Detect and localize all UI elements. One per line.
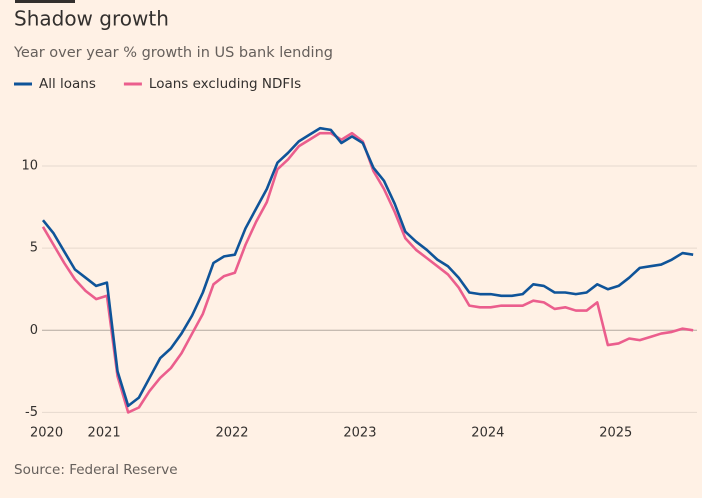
legend-label: All loans [39,76,96,92]
x-tick-label: 2021 [88,426,121,441]
y-tick-label: 5 [30,241,38,256]
chart-title: Shadow growth [14,7,169,31]
legend: All loans Loans excluding NDFIs [14,76,301,92]
x-tick-label: 2022 [215,426,248,441]
y-tick-label: -5 [25,405,38,420]
chart-subtitle: Year over year % growth in US bank lendi… [13,45,333,61]
y-tick-label: 10 [21,159,38,174]
title-bar [15,0,75,3]
legend-label: Loans excluding NDFIs [149,76,301,92]
x-tick-label: 2025 [599,426,632,441]
series-line [41,126,694,408]
y-tick-label: 0 [30,323,38,338]
source-note: Source: Federal Reserve [14,462,178,478]
x-tick-label: 2023 [343,426,376,441]
x-tick-label: 2024 [471,426,504,441]
x-tick-label: 2020 [30,426,63,441]
